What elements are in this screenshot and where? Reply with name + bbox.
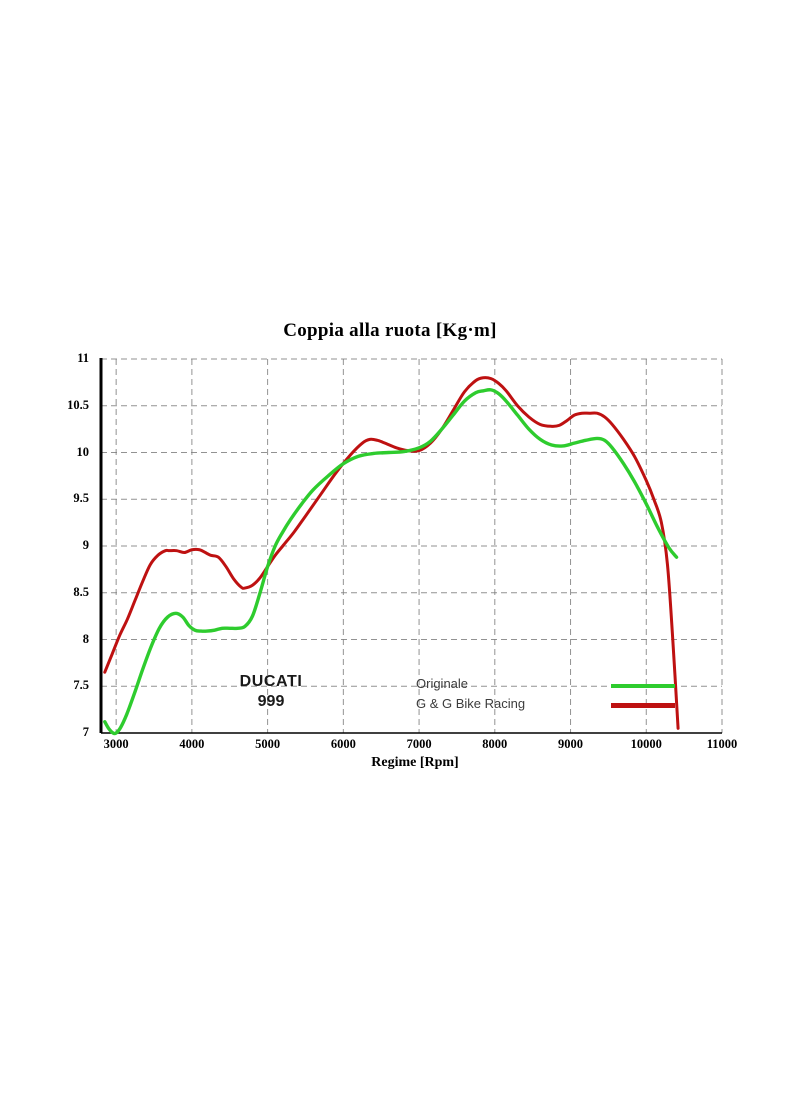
- x-tick-label: 7000: [406, 737, 432, 751]
- series-lines: [103, 376, 680, 736]
- brand-make-label: DUCATI: [239, 673, 303, 690]
- brand-annotation: DUCATI 999: [206, 672, 336, 712]
- chart-legend: Originale G & G Bike Racing: [416, 676, 696, 716]
- y-tick-label: 10: [76, 444, 90, 459]
- y-tick-label: 7: [82, 725, 89, 739]
- axis-lines: [99, 358, 722, 734]
- y-tick-label: 11: [77, 351, 89, 365]
- x-tick-label: 6000: [330, 737, 356, 751]
- x-tick-label: 8000: [482, 737, 508, 751]
- y-tick-label: 10.5: [67, 397, 89, 412]
- series-line-gg-bike-racing: [103, 376, 680, 730]
- x-tick-label: 10000: [630, 737, 662, 751]
- legend-swatch-gg-bike-racing: [611, 703, 675, 708]
- y-tick-label: 7.5: [73, 678, 89, 693]
- legend-label-originale: Originale: [416, 676, 469, 691]
- x-tick-label: 9000: [558, 737, 584, 751]
- x-tick-label: 3000: [103, 737, 129, 751]
- x-tick-label: 5000: [255, 737, 281, 751]
- legend-item-originale: Originale: [416, 676, 696, 696]
- y-tick-label: 8: [82, 631, 89, 646]
- legend-label-gg-bike-racing: G & G Bike Racing: [416, 696, 526, 711]
- y-tick-label: 9.5: [73, 491, 89, 506]
- x-tick-label: 11000: [706, 737, 738, 751]
- brand-model-label: 999: [257, 693, 285, 710]
- x-axis-title: Regime [Rpm]: [371, 755, 459, 770]
- series-line-originale: [103, 388, 679, 736]
- chart-title: Coppia alla ruota [Kg·m]: [283, 320, 497, 341]
- y-tick-label: 9: [82, 538, 89, 552]
- legend-swatch-originale: [611, 684, 675, 688]
- legend-item-gg-bike-racing: G & G Bike Racing: [416, 696, 696, 716]
- y-tick-label: 8.5: [73, 584, 89, 599]
- x-tick-label: 4000: [179, 737, 205, 751]
